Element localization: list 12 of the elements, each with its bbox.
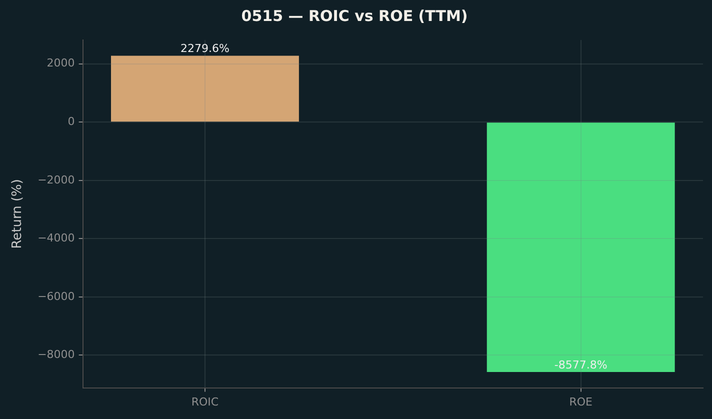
data-label: -8577.8% — [554, 358, 608, 372]
y-tick-label: −4000 — [38, 232, 75, 245]
y-axis-title: Return (%) — [10, 179, 26, 249]
y-tick-label: −8000 — [38, 348, 75, 362]
data-label: 2279.6% — [180, 42, 230, 56]
y-tick-label: −2000 — [38, 173, 75, 186]
y-tick-label: 2000 — [46, 56, 75, 70]
x-tick-label: ROE — [569, 395, 593, 408]
y-tick-label: −6000 — [38, 290, 75, 303]
x-tick-label: ROIC — [191, 395, 219, 408]
chart-title: 0515 — ROIC vs ROE (TTM) — [241, 6, 468, 25]
y-tick-label: 0 — [68, 115, 75, 128]
